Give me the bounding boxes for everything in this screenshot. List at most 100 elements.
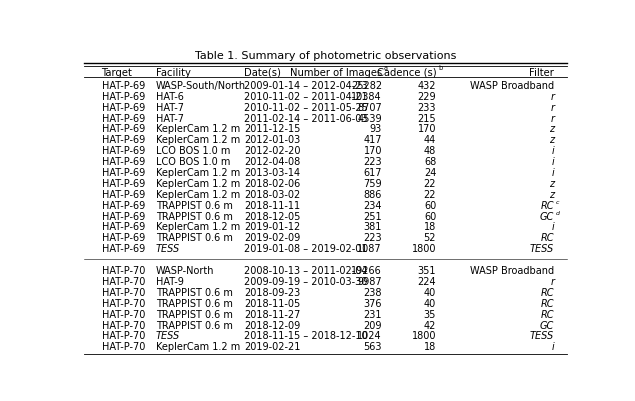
Text: z: z xyxy=(549,124,554,134)
Text: HAT-P-69: HAT-P-69 xyxy=(102,168,145,178)
Text: WASP-North: WASP-North xyxy=(156,265,214,275)
Text: TESS: TESS xyxy=(156,244,180,253)
Text: 40: 40 xyxy=(424,298,436,308)
Text: HAT-P-69: HAT-P-69 xyxy=(102,233,145,243)
Text: 48: 48 xyxy=(424,146,436,156)
Text: HAT-9: HAT-9 xyxy=(156,276,184,286)
Text: 2018-11-27: 2018-11-27 xyxy=(244,309,300,319)
Text: 2019-01-08 – 2019-02-01: 2019-01-08 – 2019-02-01 xyxy=(244,244,368,253)
Text: 351: 351 xyxy=(418,265,436,275)
Text: HAT-P-70: HAT-P-70 xyxy=(102,309,145,319)
Text: 1800: 1800 xyxy=(411,330,436,340)
Text: 170: 170 xyxy=(363,146,382,156)
Text: 223: 223 xyxy=(363,233,382,243)
Text: GC: GC xyxy=(540,211,554,221)
Text: 2009-01-14 – 2012-04-23: 2009-01-14 – 2012-04-23 xyxy=(244,81,368,91)
Text: KeplerCam 1.2 m: KeplerCam 1.2 m xyxy=(156,342,240,351)
Text: HAT-P-70: HAT-P-70 xyxy=(102,342,145,351)
Text: 432: 432 xyxy=(418,81,436,91)
Text: 231: 231 xyxy=(363,309,382,319)
Text: 2012-01-03: 2012-01-03 xyxy=(244,135,300,145)
Text: 170: 170 xyxy=(418,124,436,134)
Text: TRAPPIST 0.6 m: TRAPPIST 0.6 m xyxy=(156,200,232,210)
Text: HAT-P-70: HAT-P-70 xyxy=(102,298,145,308)
Text: RC: RC xyxy=(541,200,554,210)
Text: 2018-12-09: 2018-12-09 xyxy=(244,320,300,330)
Text: 563: 563 xyxy=(363,342,382,351)
Text: RC: RC xyxy=(541,309,554,319)
Text: HAT-P-69: HAT-P-69 xyxy=(102,124,145,134)
Text: z: z xyxy=(549,135,554,145)
Text: GC: GC xyxy=(540,320,554,330)
Text: i: i xyxy=(552,157,554,167)
Text: 25282: 25282 xyxy=(351,81,382,91)
Text: TRAPPIST 0.6 m: TRAPPIST 0.6 m xyxy=(156,309,232,319)
Text: 18: 18 xyxy=(424,342,436,351)
Text: 24: 24 xyxy=(424,168,436,178)
Text: 18: 18 xyxy=(424,222,436,232)
Text: 9987: 9987 xyxy=(358,276,382,286)
Text: Cadence (s): Cadence (s) xyxy=(377,67,436,77)
Text: i: i xyxy=(552,168,554,178)
Text: HAT-P-69: HAT-P-69 xyxy=(102,146,145,156)
Text: 617: 617 xyxy=(363,168,382,178)
Text: KeplerCam 1.2 m: KeplerCam 1.2 m xyxy=(156,135,240,145)
Text: RC: RC xyxy=(541,233,554,243)
Text: KeplerCam 1.2 m: KeplerCam 1.2 m xyxy=(156,168,240,178)
Text: 68: 68 xyxy=(424,157,436,167)
Text: TRAPPIST 0.6 m: TRAPPIST 0.6 m xyxy=(156,298,232,308)
Text: HAT-7: HAT-7 xyxy=(156,113,184,123)
Text: 1087: 1087 xyxy=(358,244,382,253)
Text: 8707: 8707 xyxy=(358,102,382,112)
Text: 886: 886 xyxy=(364,189,382,199)
Text: HAT-P-69: HAT-P-69 xyxy=(102,244,145,253)
Text: 2018-03-02: 2018-03-02 xyxy=(244,189,300,199)
Text: i: i xyxy=(552,222,554,232)
Text: HAT-P-70: HAT-P-70 xyxy=(102,276,145,286)
Text: 2009-09-19 – 2010-03-30: 2009-09-19 – 2010-03-30 xyxy=(244,276,368,286)
Text: TESS: TESS xyxy=(156,330,180,340)
Text: RC: RC xyxy=(541,298,554,308)
Text: 2012-02-20: 2012-02-20 xyxy=(244,146,301,156)
Text: HAT-P-69: HAT-P-69 xyxy=(102,135,145,145)
Text: 223: 223 xyxy=(363,157,382,167)
Text: 238: 238 xyxy=(363,287,382,297)
Text: 35: 35 xyxy=(424,309,436,319)
Text: 381: 381 xyxy=(364,222,382,232)
Text: i: i xyxy=(552,146,554,156)
Text: 2018-09-23: 2018-09-23 xyxy=(244,287,300,297)
Text: HAT-P-69: HAT-P-69 xyxy=(102,211,145,221)
Text: HAT-P-70: HAT-P-70 xyxy=(102,265,145,275)
Text: 417: 417 xyxy=(363,135,382,145)
Text: i: i xyxy=(552,342,554,351)
Text: 2018-11-11: 2018-11-11 xyxy=(244,200,300,210)
Text: Facility: Facility xyxy=(156,67,190,77)
Text: WASP Broadband: WASP Broadband xyxy=(470,265,554,275)
Text: c: c xyxy=(556,200,559,205)
Text: r: r xyxy=(551,102,554,112)
Text: 251: 251 xyxy=(363,211,382,221)
Text: 2013-03-14: 2013-03-14 xyxy=(244,168,300,178)
Text: TRAPPIST 0.6 m: TRAPPIST 0.6 m xyxy=(156,320,232,330)
Text: 2019-02-09: 2019-02-09 xyxy=(244,233,300,243)
Text: 1800: 1800 xyxy=(411,244,436,253)
Text: 52: 52 xyxy=(424,233,436,243)
Text: HAT-P-69: HAT-P-69 xyxy=(102,222,145,232)
Text: r: r xyxy=(551,91,554,101)
Text: HAT-P-69: HAT-P-69 xyxy=(102,189,145,199)
Text: Filter: Filter xyxy=(530,67,554,77)
Text: 2012-04-08: 2012-04-08 xyxy=(244,157,300,167)
Text: TRAPPIST 0.6 m: TRAPPIST 0.6 m xyxy=(156,287,232,297)
Text: z: z xyxy=(549,189,554,199)
Text: HAT-P-70: HAT-P-70 xyxy=(102,330,145,340)
Text: KeplerCam 1.2 m: KeplerCam 1.2 m xyxy=(156,189,240,199)
Text: HAT-P-69: HAT-P-69 xyxy=(102,81,145,91)
Text: 233: 233 xyxy=(418,102,436,112)
Text: a: a xyxy=(384,65,388,71)
Text: 2010-11-02 – 2011-05-25: 2010-11-02 – 2011-05-25 xyxy=(244,102,368,112)
Text: HAT-P-69: HAT-P-69 xyxy=(102,178,145,188)
Text: RC: RC xyxy=(541,287,554,297)
Text: 209: 209 xyxy=(363,320,382,330)
Text: TRAPPIST 0.6 m: TRAPPIST 0.6 m xyxy=(156,211,232,221)
Text: 4539: 4539 xyxy=(358,113,382,123)
